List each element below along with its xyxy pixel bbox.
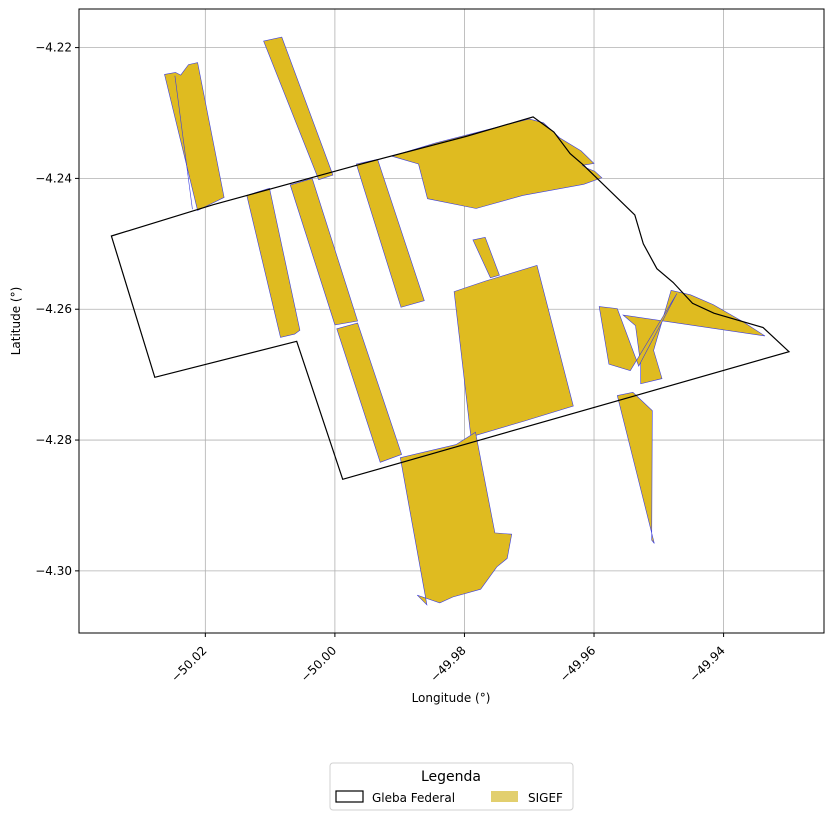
y-tick-label: −4.22 [35,41,72,55]
legend-swatch-sigef [491,791,518,802]
sigef-parcel [289,178,358,326]
x-tick-label: −49.98 [427,643,468,684]
sigef-parcel [355,159,425,308]
sigef-parcel [616,391,655,544]
legend-label-gleba: Gleba Federal [372,791,455,805]
sigef-parcel [164,62,225,211]
gleba-federal-boundary [110,116,791,481]
sigef-parcel [399,431,513,606]
sigef-parcel [453,265,574,438]
legend-title: Legenda [421,769,481,785]
x-axis-label: Longitude (°) [412,691,491,705]
sigef-parcel [263,36,334,181]
x-tick-label: −50.02 [168,643,209,684]
sigef-parcel [246,187,301,338]
y-tick-label: −4.26 [35,302,72,316]
sigef-parcels [164,36,766,606]
sigef-parcel [336,322,402,463]
y-tick-label: −4.24 [35,171,72,185]
legend-swatch-gleba [335,790,364,803]
plot-frame [78,8,825,634]
x-tick-label: −49.94 [687,643,728,684]
legend-label-sigef: SIGEF [528,791,563,805]
sigef-parcel [472,236,500,279]
sigef-parcel [390,118,603,209]
sigef-parcel [174,75,193,210]
sigef-parcel [598,293,678,372]
legend: Legenda Gleba Federal SIGEF [329,762,574,811]
x-tick-label: −49.96 [557,643,598,684]
y-axis-label: Latitude (°) [9,287,23,356]
y-tick-label: −4.30 [35,564,72,578]
x-axis-ticks: −50.02 −50.00 −49.98 −49.96 −49.94 [168,633,728,685]
y-tick-label: −4.28 [35,433,72,447]
y-axis-ticks: −4.22 −4.24 −4.26 −4.28 −4.30 [35,41,79,578]
x-tick-label: −50.00 [298,643,339,684]
